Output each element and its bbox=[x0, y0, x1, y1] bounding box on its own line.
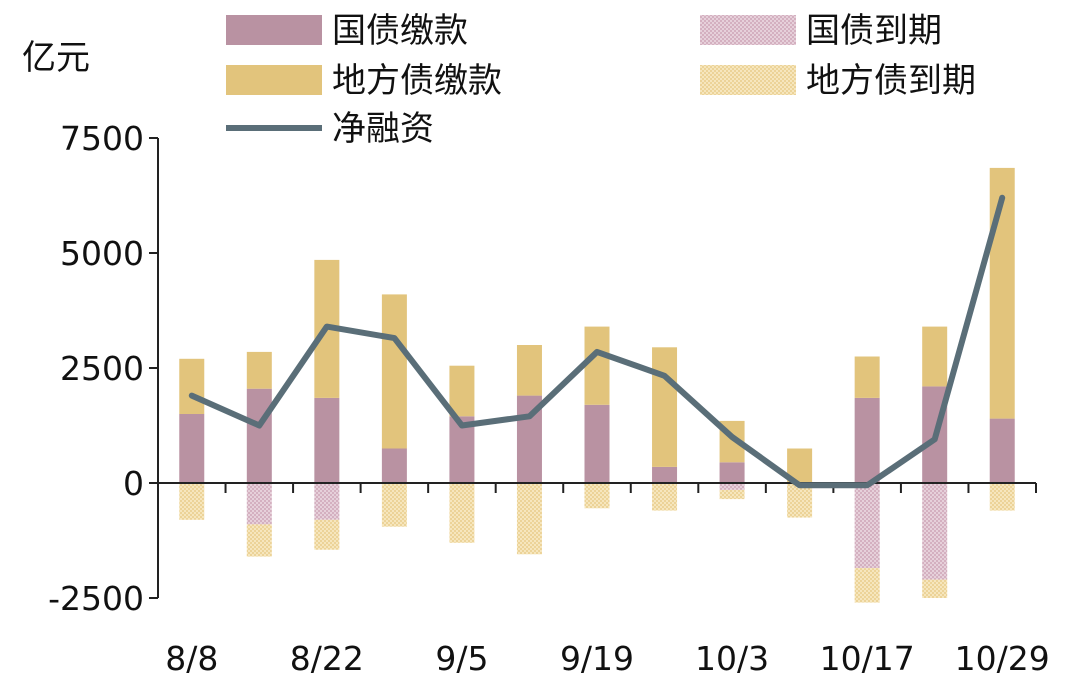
x-tick-label: 9/19 bbox=[560, 639, 634, 678]
legend-swatch-地方债到期 bbox=[700, 65, 796, 95]
bar-地方债到期-8/15 bbox=[246, 524, 272, 557]
bar-地方债缴款-9/26 bbox=[652, 347, 678, 467]
bar-地方债缴款-10/29 bbox=[989, 167, 1015, 419]
bar-地方债到期-10/24 bbox=[922, 579, 948, 598]
bar-地方债缴款-9/19 bbox=[584, 326, 610, 405]
bar-国债缴款-10/17 bbox=[854, 397, 880, 483]
y-tick-label: 2500 bbox=[60, 349, 144, 388]
legend-label-国债到期: 国债到期 bbox=[806, 11, 942, 51]
y-tick-label: -2500 bbox=[48, 579, 144, 618]
legend-label-地方债缴款: 地方债缴款 bbox=[332, 61, 502, 101]
bar-地方债缴款-8/15 bbox=[246, 351, 272, 389]
bar-国债缴款-8/8 bbox=[179, 414, 205, 483]
bar-地方债到期-9/26 bbox=[652, 483, 678, 511]
bar-地方债缴款-10/24 bbox=[922, 326, 948, 387]
legend-swatch-国债缴款 bbox=[226, 15, 322, 45]
x-axis: 8/8 8/22 9/5 9/19 10/3 10/17 10/29 bbox=[157, 482, 1050, 678]
bar-地方债缴款-9/12 bbox=[516, 345, 542, 396]
bar-地方债缴款-8/29 bbox=[381, 294, 407, 449]
legend-swatch-国债到期 bbox=[700, 15, 796, 45]
bar-地方债到期-9/12 bbox=[516, 483, 542, 555]
bar-地方债到期-10/29 bbox=[989, 483, 1015, 511]
bar-国债缴款-10/29 bbox=[989, 418, 1015, 483]
y-tick-label: 0 bbox=[123, 464, 144, 503]
bar-地方债缴款-9/5 bbox=[449, 365, 475, 417]
bar-国债缴款-8/29 bbox=[381, 448, 407, 483]
bar-地方债到期-8/8 bbox=[179, 483, 205, 520]
bar-地方债到期-10/17 bbox=[854, 568, 880, 603]
bar-国债到期-10/3 bbox=[719, 483, 745, 490]
bar-地方债到期-10/3 bbox=[719, 489, 745, 500]
x-tick-label: 10/3 bbox=[695, 639, 769, 678]
bar-国债缴款-10/3 bbox=[719, 462, 745, 483]
bar-国债缴款-8/22 bbox=[314, 397, 340, 483]
y-axis: 7500 5000 2500 0 -2500 bbox=[48, 119, 159, 618]
bar-地方债到期-9/19 bbox=[584, 483, 610, 509]
bar-国债缴款-9/19 bbox=[584, 404, 610, 483]
bar-国债到期-10/17 bbox=[854, 483, 880, 569]
line-净融资 bbox=[188, 194, 1006, 489]
bar-地方债缴款-8/8 bbox=[179, 358, 205, 414]
bar-国债到期-8/15 bbox=[246, 483, 272, 525]
bar-国债缴款-9/26 bbox=[652, 466, 678, 483]
bar-国债缴款-8/15 bbox=[246, 388, 272, 483]
x-tick-label: 8/8 bbox=[165, 639, 218, 678]
bar-地方债缴款-10/17 bbox=[854, 356, 880, 398]
bar-国债到期-10/24 bbox=[922, 483, 948, 580]
x-tick-label: 10/17 bbox=[820, 639, 915, 678]
bar-地方债到期-10/10 bbox=[787, 483, 813, 518]
y-tick-label: 5000 bbox=[60, 234, 144, 273]
legend-swatch-地方债缴款 bbox=[226, 65, 322, 95]
y-unit-label: 亿元 bbox=[22, 38, 90, 78]
legend-label-净融资: 净融资 bbox=[332, 109, 434, 149]
x-tick-label: 9/5 bbox=[435, 639, 488, 678]
y-tick-label: 7500 bbox=[60, 119, 144, 158]
legend-label-地方债到期: 地方债到期 bbox=[806, 61, 976, 101]
bar-地方债到期-8/29 bbox=[381, 483, 407, 527]
bar-地方债到期-8/22 bbox=[314, 519, 340, 550]
net-financing-line bbox=[188, 194, 1006, 489]
bar-地方债到期-9/5 bbox=[449, 483, 475, 543]
legend-label-国债缴款: 国债缴款 bbox=[332, 11, 468, 51]
x-tick-label: 8/22 bbox=[290, 639, 364, 678]
bar-国债到期-8/22 bbox=[314, 483, 340, 520]
bars bbox=[179, 167, 1015, 603]
x-tick-label: 10/29 bbox=[955, 639, 1050, 678]
